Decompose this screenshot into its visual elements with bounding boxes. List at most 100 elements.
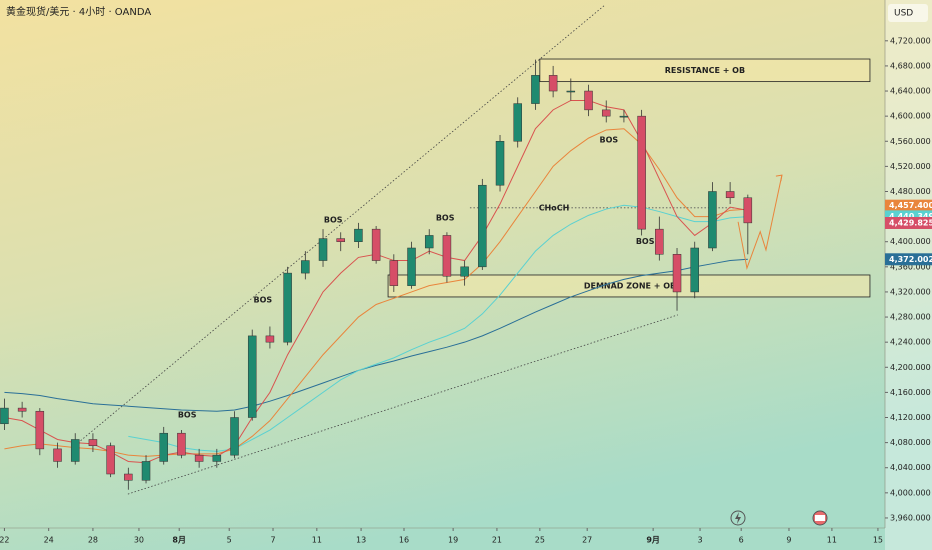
candle-body [478, 184, 487, 268]
candle-body [389, 260, 399, 286]
y-tick-label: 4,080.000 [890, 438, 931, 447]
annotation: BOS [324, 215, 343, 224]
candle-body [407, 247, 416, 286]
currency[interactable]: USD [894, 9, 913, 19]
price-label: 4,440.349 [889, 212, 932, 221]
y-tick-label: 4,360.000 [890, 262, 931, 271]
x-tick-label: 11 [312, 536, 322, 545]
candle-body [637, 115, 646, 230]
candle-body [318, 238, 328, 261]
y-tick-label: 4,560.000 [890, 137, 931, 146]
y-tick-label: 4,200.000 [890, 363, 931, 372]
candle-body [531, 75, 540, 104]
plot: RESISTANCE + OB DEMNAD ZONE + OB BOS BOS BOS… [0, 4, 871, 495]
candle-body [230, 417, 239, 456]
y-tick-label: 4,480.000 [890, 187, 931, 196]
x-tick-label: 19 [448, 536, 458, 545]
x-tick-label: 9 [786, 536, 791, 545]
candle-body [601, 109, 611, 117]
price-label: 4,372.002 [889, 255, 932, 264]
x-tick-label: 13 [356, 536, 366, 545]
candle-body [212, 454, 222, 462]
x-tick-label: 30 [134, 536, 144, 545]
trendline [74, 4, 606, 446]
candle-body [0, 407, 9, 425]
zone [387, 274, 871, 298]
candle-body [301, 260, 310, 274]
candle-body [70, 439, 80, 462]
candle-body [442, 235, 452, 277]
candle-body [17, 407, 27, 412]
x-tick-label: 8月 [172, 536, 186, 545]
y-tick-label: 4,680.000 [890, 61, 931, 70]
annotation: BOS [436, 213, 455, 222]
x-tick-label: 5 [227, 536, 232, 545]
candle-body [743, 197, 753, 224]
price-axis [885, 0, 932, 550]
price-label-box [885, 216, 932, 229]
y-tick-label: 4,000.000 [890, 488, 931, 497]
candle-body [690, 247, 699, 293]
candle-body [672, 254, 682, 293]
x-tick-label: 28 [88, 536, 98, 545]
candle-body [548, 75, 558, 92]
candle-body [194, 454, 204, 462]
projection-arrow [775, 174, 783, 182]
y-tick-label: 4,520.000 [890, 162, 931, 171]
candle-body [371, 228, 381, 261]
event-icon[interactable] [812, 510, 828, 526]
annotation: BOS [636, 237, 655, 246]
price-label: 4,457.400 [889, 201, 932, 210]
candle-body [336, 238, 345, 242]
candle-body [106, 445, 115, 475]
candle-body [725, 191, 735, 199]
y-tick-label: 4,600.000 [890, 112, 931, 121]
price-label: 4,429.825 [889, 218, 932, 227]
x-tick-label: 7 [270, 536, 275, 545]
chart-title: 黄金现货/美元 · 4小时 · OANDA [6, 5, 151, 18]
moving-average [4, 258, 748, 412]
candle-body [247, 335, 257, 418]
candle-body [53, 448, 62, 462]
y-tick-label: 4,240.000 [890, 338, 931, 347]
projection-path [737, 175, 783, 270]
price-label-box [885, 199, 932, 212]
candle-body [265, 335, 275, 343]
candle-body [124, 473, 133, 481]
annotation: CHoCH [539, 203, 570, 212]
candle-body [354, 228, 363, 242]
candle-body [708, 191, 717, 249]
candle-body [141, 461, 151, 481]
x-tick-label: 25 [535, 536, 545, 545]
candle-body [513, 103, 522, 142]
annotation: BOS [254, 296, 273, 305]
candle-body [460, 266, 469, 277]
y-tick-label: 4,400.000 [890, 237, 931, 246]
zone-label: DEMNAD ZONE + OB [584, 281, 676, 290]
candle-body [35, 410, 45, 450]
candle-body [283, 272, 292, 343]
candle-body [566, 90, 576, 93]
x-tick-label: 3 [697, 536, 702, 545]
x-tick-label: 15 [873, 536, 883, 545]
x-tick-label: 6 [739, 536, 744, 545]
candle-body [619, 115, 629, 118]
y-tick-label: 4,320.000 [890, 287, 931, 296]
candle-body [584, 90, 593, 111]
event-icon[interactable] [730, 510, 746, 526]
x-tick-label: 9月 [646, 536, 660, 545]
currency-box[interactable] [888, 4, 928, 22]
candle-body [495, 141, 505, 186]
candle-body [177, 432, 186, 456]
y-tick-label: 4,040.000 [890, 463, 931, 472]
candle-body [88, 439, 98, 447]
y-tick-label: 4,280.000 [890, 313, 931, 322]
annotation: BOS [178, 410, 197, 419]
candle-body [424, 235, 434, 249]
y-tick-label: 4,160.000 [890, 388, 931, 397]
moving-average [4, 128, 748, 457]
zone [539, 58, 871, 83]
annotation: BOS [600, 136, 619, 145]
